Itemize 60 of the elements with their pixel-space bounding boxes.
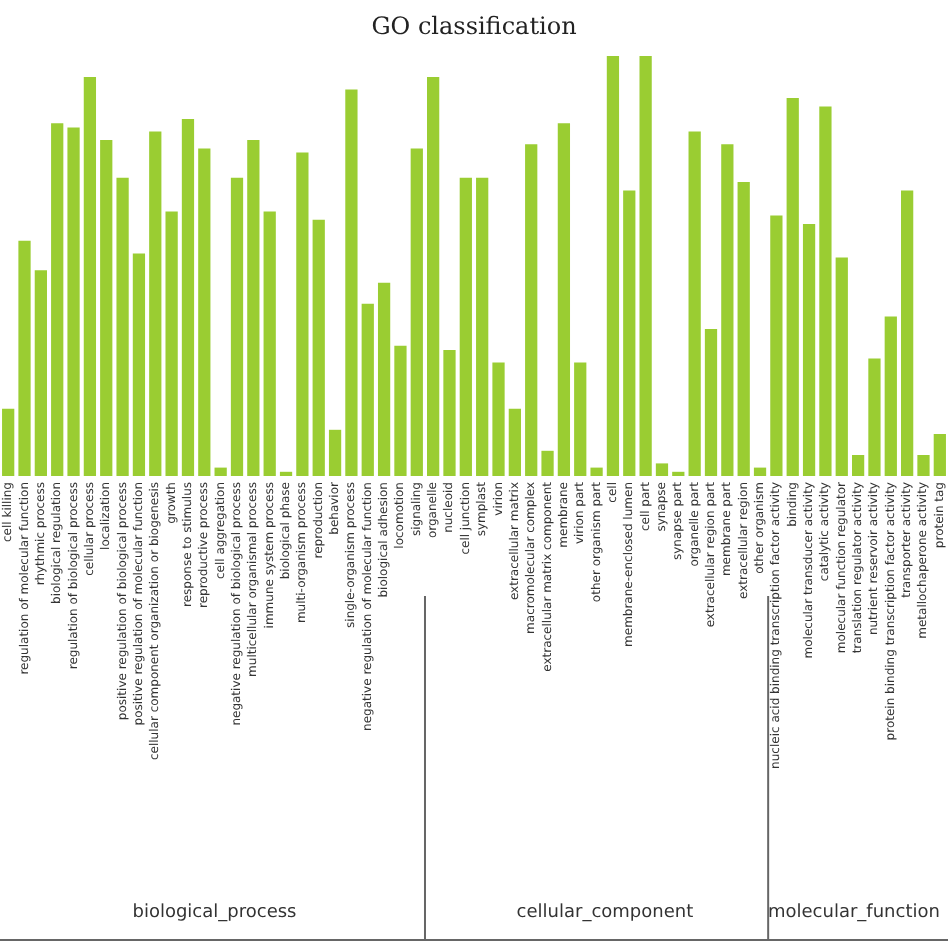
- bar: [247, 140, 260, 476]
- bar: [100, 140, 113, 476]
- bar: [917, 455, 930, 476]
- bar: [394, 345, 407, 476]
- bar: [541, 450, 554, 476]
- bar: [51, 123, 64, 476]
- bar: [296, 152, 309, 476]
- bar: [574, 362, 587, 476]
- bar: [557, 123, 571, 476]
- bar: [492, 362, 505, 476]
- bar: [868, 358, 881, 476]
- bar: [377, 282, 391, 476]
- text: biological_process: [132, 903, 298, 923]
- bar: [230, 177, 244, 476]
- bar: [410, 148, 423, 476]
- bar: [851, 455, 865, 476]
- bar: [639, 56, 652, 476]
- bar: [933, 434, 946, 476]
- bar: [786, 98, 799, 476]
- bar: [655, 463, 669, 476]
- bar: [459, 177, 472, 476]
- bar: [263, 211, 276, 476]
- bar: [835, 257, 848, 476]
- bar: [312, 219, 325, 476]
- bar: [345, 89, 358, 476]
- bar: [704, 329, 718, 476]
- bar: [116, 177, 129, 476]
- bar: [83, 77, 97, 476]
- bar: [67, 127, 80, 476]
- bar: [525, 144, 538, 476]
- bar: [819, 106, 832, 476]
- bar: [508, 408, 521, 476]
- bar: [443, 350, 456, 476]
- bar: [198, 148, 211, 476]
- text: molecular_function: [768, 903, 940, 923]
- bar: [606, 56, 620, 476]
- bar: [132, 253, 146, 476]
- bar: [721, 144, 734, 476]
- bar: [149, 131, 162, 476]
- bar: [34, 270, 47, 476]
- bar: [214, 467, 227, 476]
- chart-title: GO classification: [371, 12, 578, 40]
- bar: [427, 77, 440, 476]
- bar: [328, 429, 342, 476]
- bar: [476, 177, 489, 476]
- text: cellular_component: [516, 903, 695, 923]
- bar: [901, 190, 914, 476]
- bar: [181, 119, 195, 476]
- bar: [361, 303, 374, 476]
- bar: [753, 467, 767, 476]
- bar: [623, 190, 636, 476]
- bar: [770, 215, 783, 476]
- bar: [688, 131, 701, 476]
- bar: [165, 211, 178, 476]
- bar: [737, 182, 750, 476]
- bar: [18, 240, 31, 476]
- bar: [802, 224, 816, 476]
- bar: [590, 467, 603, 476]
- bar: [884, 316, 897, 476]
- bar: [2, 408, 15, 476]
